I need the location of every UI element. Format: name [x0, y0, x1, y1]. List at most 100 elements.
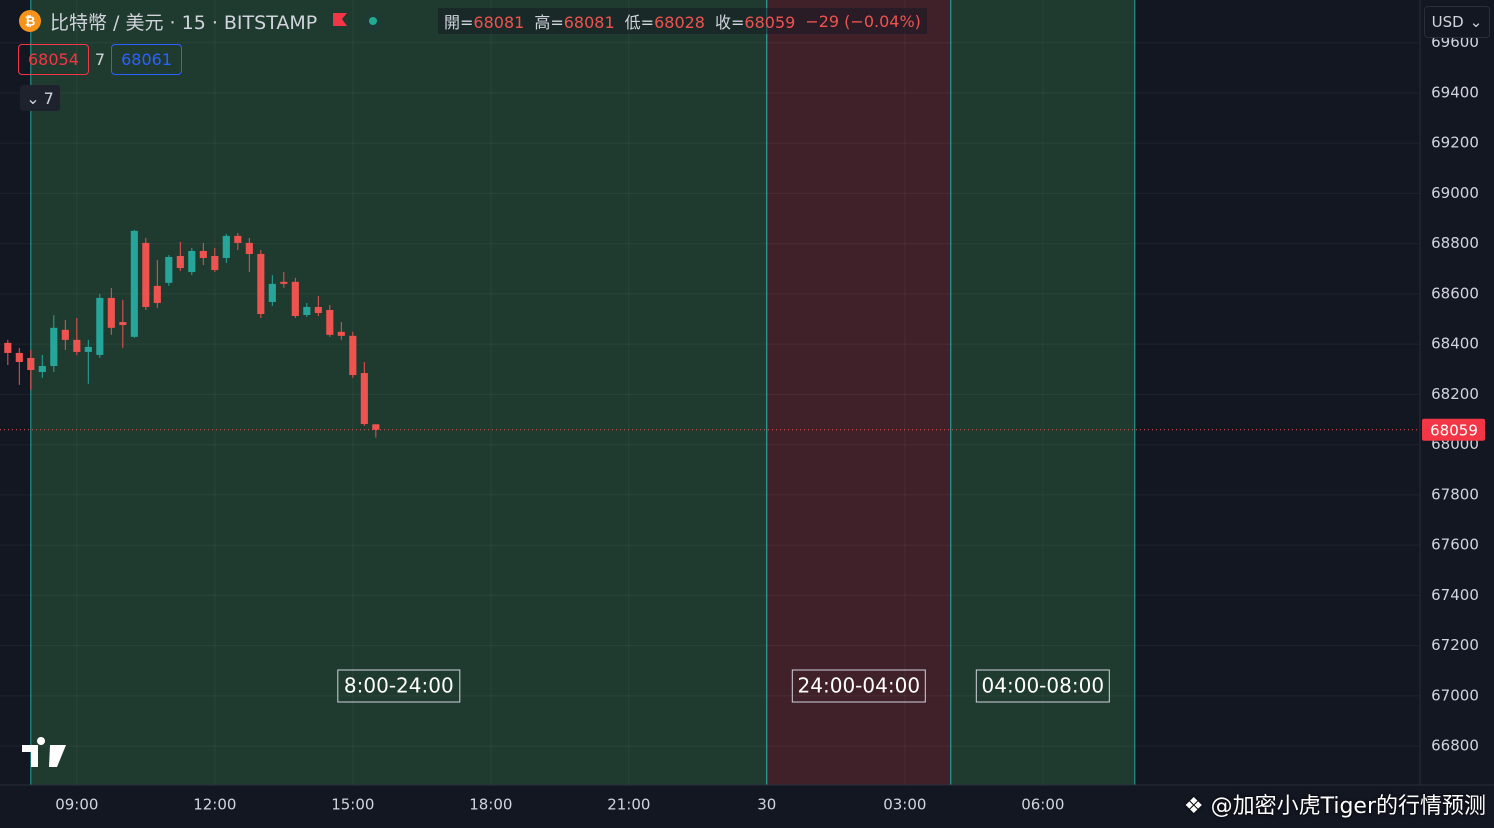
session-band [30, 0, 767, 785]
high-value: 68081 [563, 13, 615, 32]
chevron: ⌄ [1469, 13, 1483, 31]
session-label-box [791, 669, 926, 703]
sell-price[interactable]: 68054 [18, 44, 89, 75]
last-price-label: 68059 [1430, 421, 1478, 439]
y-tick-label: 68600 [1431, 284, 1479, 302]
candle-body [268, 283, 276, 302]
y-tick-label: 67400 [1431, 586, 1479, 604]
open-value: 68081 [473, 13, 525, 32]
candle-body [15, 352, 23, 362]
candle-body [27, 357, 35, 371]
y-tick-label: 68200 [1431, 385, 1479, 403]
y-tick-label: 67600 [1431, 536, 1479, 554]
candle-body [84, 346, 92, 352]
candle-body [73, 339, 81, 352]
candle-body [222, 235, 230, 258]
candle-body [153, 285, 161, 303]
candle-body [326, 309, 334, 335]
watermark-text: @加密小虎Tiger的行情预测 [1210, 794, 1486, 819]
session-label: 8:00-24:00 [344, 674, 454, 698]
candle-body [4, 342, 12, 353]
candle-body [337, 331, 345, 336]
close-label: 收= [714, 13, 745, 32]
candle-body [291, 281, 299, 317]
x-tick-label: 18:00 [469, 796, 512, 814]
close-value: 68059 [744, 13, 796, 32]
session-label-box [975, 669, 1110, 703]
y-tick-label: 68400 [1431, 335, 1479, 353]
candle-body [245, 242, 253, 254]
y-tick-label: 69400 [1431, 83, 1479, 101]
candle-body [349, 335, 357, 376]
candle-body [61, 329, 69, 340]
candle-body [372, 424, 380, 430]
candle-body [314, 306, 322, 313]
session-label: 24:00-04:00 [798, 674, 921, 698]
x-tick-label: 21:00 [607, 796, 650, 814]
candle-body [234, 235, 242, 243]
x-tick-label: 30 [757, 796, 776, 814]
svg-text:₿: ₿ [25, 15, 36, 30]
session-label-box [337, 669, 461, 703]
candle-body [257, 253, 265, 314]
candle-body [188, 250, 196, 273]
ohlc-legend: 開=68081 高=68081 低=68028 收=68059 −29 (−0.… [438, 8, 927, 34]
candle-body [107, 297, 115, 328]
watermark: ❖ @加密小虎Tiger的行情预测 [1183, 794, 1486, 819]
candle-body [96, 297, 104, 355]
flags [333, 11, 384, 31]
x-tick-label: 03:00 [883, 796, 926, 814]
y-tick-label: 69200 [1431, 134, 1479, 152]
indicators-toggle[interactable]: ⌄ 7 [20, 85, 60, 111]
spread: 7 [94, 50, 106, 69]
symbol-header: ₿ 比特幣 / 美元 · 15 · BITSTAMP [18, 6, 385, 36]
session-label: 04:00-08:00 [982, 674, 1105, 698]
change: −29 (−0.04%) [805, 11, 921, 31]
candle-body [119, 322, 127, 326]
candle-body [165, 256, 173, 283]
high-label: 高= [534, 13, 564, 32]
y-tick-label: 67200 [1431, 636, 1479, 654]
x-axis-bg [0, 785, 1494, 828]
symbol[interactable]: 比特幣 / 美元 · 15 · BITSTAMP [50, 11, 318, 34]
candle-body [130, 230, 138, 337]
candle-body [50, 327, 58, 366]
x-tick-label: 09:00 [55, 796, 98, 814]
candle-body [280, 281, 288, 284]
y-tick-label: 68800 [1431, 234, 1479, 252]
x-tick-label: 15:00 [331, 796, 374, 814]
y-tick-label: 67000 [1431, 686, 1479, 704]
low: 低=68028 [625, 9, 705, 33]
currency-select[interactable]: USD ⌄ [1424, 6, 1490, 38]
close: 收=68059 [715, 9, 795, 33]
candle-body [211, 255, 219, 271]
tv-logo [22, 737, 66, 767]
chevron: ⌄ [26, 88, 40, 108]
btc-icon: ₿ [19, 10, 41, 32]
x-tick-label: 06:00 [1021, 796, 1064, 814]
y-tick-label: 67800 [1431, 485, 1479, 503]
low-label: 低= [624, 13, 655, 32]
currency: USD [1431, 13, 1464, 31]
open: 開=68081 [444, 9, 524, 33]
low-value: 68028 [654, 13, 705, 32]
candle-body [142, 242, 150, 307]
session-band [950, 0, 1135, 785]
session-band [766, 0, 951, 785]
y-tick-label: 69000 [1431, 184, 1479, 202]
quote: 68054 7 68061 [18, 44, 182, 75]
candle-body [38, 365, 46, 373]
candle-body [360, 373, 368, 425]
candle-body [199, 250, 207, 258]
candle-body [176, 255, 184, 269]
open-label: 開= [444, 13, 474, 32]
buy-price[interactable]: 68061 [111, 44, 182, 75]
y-tick-label: 66800 [1431, 737, 1479, 755]
high: 高=68081 [534, 9, 614, 33]
x-tick-label: 12:00 [193, 796, 236, 814]
last-price-tag [1422, 418, 1485, 441]
indicators-count: 7 [43, 88, 54, 108]
candle-body [303, 306, 311, 316]
